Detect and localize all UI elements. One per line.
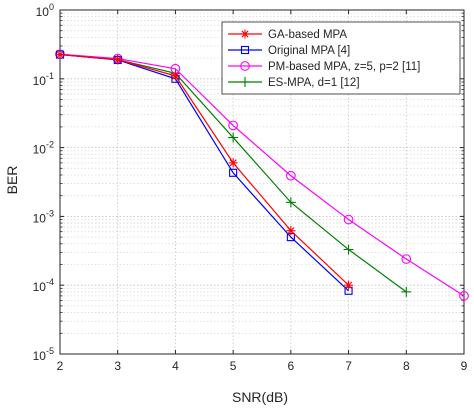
data-point bbox=[229, 168, 238, 177]
marker-circle bbox=[228, 120, 238, 131]
marker-ast bbox=[229, 159, 237, 167]
data-point bbox=[228, 120, 238, 131]
x-tick-label: 6 bbox=[288, 359, 295, 373]
data-point bbox=[286, 226, 296, 236]
marker-ast bbox=[241, 30, 249, 38]
marker-circle bbox=[286, 170, 296, 181]
legend-marker bbox=[240, 45, 250, 55]
legend-label: ES-MPA, d=1 [12] bbox=[268, 77, 360, 89]
x-tick-label: 9 bbox=[461, 359, 468, 373]
y-axis-label: BER bbox=[4, 166, 20, 195]
marker-circle bbox=[459, 291, 469, 301]
x-tick-label: 8 bbox=[403, 359, 410, 373]
y-tick-label: 10-2 bbox=[33, 140, 54, 157]
y-tick-label: 100 bbox=[36, 2, 54, 19]
legend-marker bbox=[240, 61, 250, 71]
data-point bbox=[285, 197, 296, 208]
marker-circle bbox=[343, 214, 354, 225]
series-line bbox=[59, 53, 465, 297]
series-line bbox=[59, 53, 349, 286]
data-point bbox=[286, 170, 296, 181]
y-tick-label: 10-1 bbox=[33, 71, 54, 88]
legend-entry: ES-MPA, d=1 [12] bbox=[228, 77, 360, 89]
y-tick-label: 10-5 bbox=[33, 346, 54, 363]
series-ga-based-mpa bbox=[55, 50, 354, 290]
x-tick-label: 7 bbox=[345, 359, 352, 373]
legend-entry: PM-based MPA, z=5, p=2 [11] bbox=[228, 61, 420, 73]
y-tick-label: 10-3 bbox=[33, 208, 54, 225]
data-point bbox=[401, 254, 412, 264]
series-layer bbox=[55, 49, 469, 301]
data-point bbox=[113, 55, 123, 65]
legend-label: PM-based MPA, z=5, p=2 [11] bbox=[268, 61, 420, 73]
data-point bbox=[459, 291, 469, 301]
data-point bbox=[55, 50, 65, 60]
legend-entry: GA-based MPA bbox=[228, 29, 347, 41]
legend-marker bbox=[240, 29, 250, 39]
data-point bbox=[170, 71, 180, 81]
marker-square bbox=[240, 45, 250, 55]
marker-circle bbox=[240, 61, 250, 71]
legend-label: GA-based MPA bbox=[268, 29, 347, 41]
data-point bbox=[343, 214, 354, 225]
marker-ast bbox=[287, 227, 295, 235]
data-point bbox=[401, 286, 412, 297]
y-tick-label: 10-4 bbox=[33, 277, 54, 294]
plot-frame bbox=[59, 9, 465, 355]
legend: GA-based MPA Original MPA [4] PM-based MPA… bbox=[221, 21, 461, 95]
legend-marker bbox=[240, 77, 250, 87]
x-tick-label: 4 bbox=[172, 359, 179, 373]
marker-ast bbox=[114, 56, 122, 64]
x-tick-label: 5 bbox=[230, 359, 237, 373]
marker-ast bbox=[171, 72, 179, 80]
x-tick-label: 2 bbox=[57, 359, 64, 373]
x-axis-label: SNR(dB) bbox=[232, 389, 288, 405]
marker-ast bbox=[56, 50, 64, 59]
marker-circle bbox=[401, 254, 412, 264]
legend-label: Original MPA [4] bbox=[268, 45, 350, 57]
marker-square bbox=[229, 168, 238, 177]
x-tick-label: 3 bbox=[114, 359, 121, 373]
marker-ast bbox=[345, 281, 353, 289]
axes: 2 3 4 5 6 7 8 9 10-5 10-4 10-3 10-2 10-1 100 bbox=[33, 2, 468, 373]
data-point bbox=[228, 158, 238, 168]
data-point bbox=[228, 132, 239, 143]
legend-entry: Original MPA [4] bbox=[228, 45, 350, 57]
data-point bbox=[343, 244, 354, 255]
data-point bbox=[344, 280, 354, 290]
